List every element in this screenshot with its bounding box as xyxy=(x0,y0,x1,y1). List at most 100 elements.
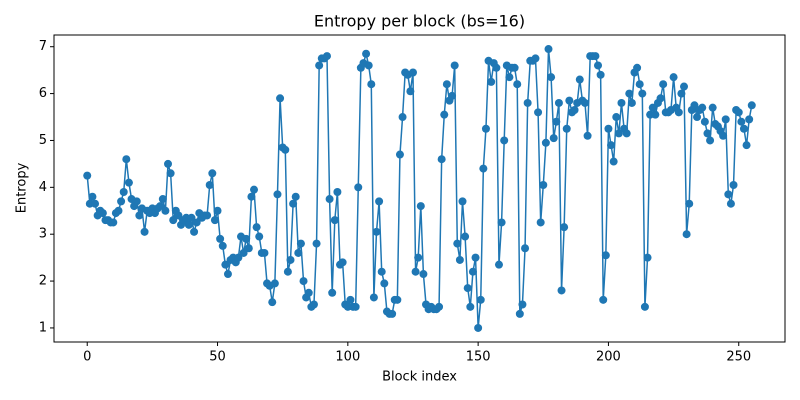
data-point xyxy=(724,190,733,199)
data-point xyxy=(729,180,738,189)
data-point xyxy=(539,180,548,189)
data-point xyxy=(304,288,313,297)
data-point xyxy=(737,117,746,126)
data-point xyxy=(565,96,574,105)
data-point xyxy=(481,124,490,133)
data-point xyxy=(648,103,657,112)
data-point xyxy=(575,75,584,84)
data-point xyxy=(192,218,201,227)
data-point xyxy=(187,213,196,222)
data-point xyxy=(463,284,472,293)
data-point xyxy=(414,253,423,262)
y-tick-label: 5 xyxy=(39,133,47,148)
data-point xyxy=(114,206,123,215)
data-point xyxy=(448,91,457,100)
x-tick-label: 50 xyxy=(209,350,226,365)
data-point xyxy=(242,234,251,243)
data-point xyxy=(468,267,477,276)
data-point xyxy=(544,45,553,54)
data-point xyxy=(286,255,295,264)
data-point xyxy=(161,206,170,215)
data-point xyxy=(455,255,464,264)
data-point xyxy=(203,211,212,220)
data-point xyxy=(698,103,707,112)
data-point xyxy=(132,197,141,206)
data-point xyxy=(513,80,522,89)
data-point xyxy=(330,216,339,225)
data-point xyxy=(380,279,389,288)
data-point xyxy=(547,73,556,82)
data-point xyxy=(625,89,634,98)
data-point xyxy=(719,131,728,140)
data-point xyxy=(531,54,540,63)
data-point xyxy=(674,108,683,117)
data-point xyxy=(518,300,527,309)
data-point xyxy=(677,89,686,98)
data-point xyxy=(408,68,417,77)
data-point xyxy=(294,248,303,257)
data-point xyxy=(210,216,219,225)
data-point xyxy=(726,199,735,208)
data-point xyxy=(536,218,545,227)
data-point xyxy=(395,150,404,159)
data-point xyxy=(250,185,259,194)
data-point xyxy=(479,164,488,173)
x-axis-label: Block index xyxy=(382,370,457,385)
data-point xyxy=(416,202,425,211)
data-point xyxy=(638,89,647,98)
data-point xyxy=(599,295,608,304)
data-point xyxy=(291,192,300,201)
data-point xyxy=(562,124,571,133)
data-point xyxy=(534,108,543,117)
data-point xyxy=(703,129,712,138)
data-point xyxy=(607,141,616,150)
data-point xyxy=(205,180,214,189)
data-point xyxy=(721,115,730,124)
y-tick-label: 2 xyxy=(39,274,47,289)
data-point xyxy=(515,309,524,318)
data-point xyxy=(281,145,290,154)
data-point xyxy=(656,94,665,103)
data-point xyxy=(685,199,694,208)
data-point xyxy=(541,138,550,147)
data-point xyxy=(510,63,519,72)
data-point xyxy=(669,73,678,82)
data-point xyxy=(296,239,305,248)
data-point xyxy=(351,302,360,311)
data-point xyxy=(88,192,97,201)
data-point xyxy=(276,94,285,103)
data-point xyxy=(309,300,318,309)
data-point xyxy=(596,70,605,79)
data-point xyxy=(315,61,324,70)
data-point xyxy=(453,239,462,248)
data-point xyxy=(109,218,118,227)
data-point xyxy=(609,157,618,166)
data-point xyxy=(635,80,644,89)
data-point xyxy=(83,171,92,180)
chart-title: Entropy per block (bs=16) xyxy=(314,12,525,31)
x-tick-label: 200 xyxy=(596,350,621,365)
y-tick-label: 7 xyxy=(39,39,47,54)
data-point xyxy=(124,178,133,187)
data-point xyxy=(651,110,660,119)
data-point xyxy=(223,270,232,279)
data-point xyxy=(492,63,501,72)
data-point xyxy=(184,220,193,229)
data-point xyxy=(208,169,217,178)
data-point xyxy=(406,87,415,96)
data-point xyxy=(174,211,183,220)
data-point xyxy=(487,77,496,86)
y-tick-label: 4 xyxy=(39,180,47,195)
data-point xyxy=(700,117,709,126)
data-point xyxy=(247,192,256,201)
data-point xyxy=(497,218,506,227)
data-point xyxy=(706,136,715,145)
data-point xyxy=(388,309,397,318)
data-point xyxy=(362,49,371,58)
data-point xyxy=(471,253,480,262)
data-point xyxy=(690,101,699,110)
data-point xyxy=(570,105,579,114)
data-point xyxy=(273,190,282,199)
data-point xyxy=(583,131,592,140)
data-point xyxy=(312,239,321,248)
